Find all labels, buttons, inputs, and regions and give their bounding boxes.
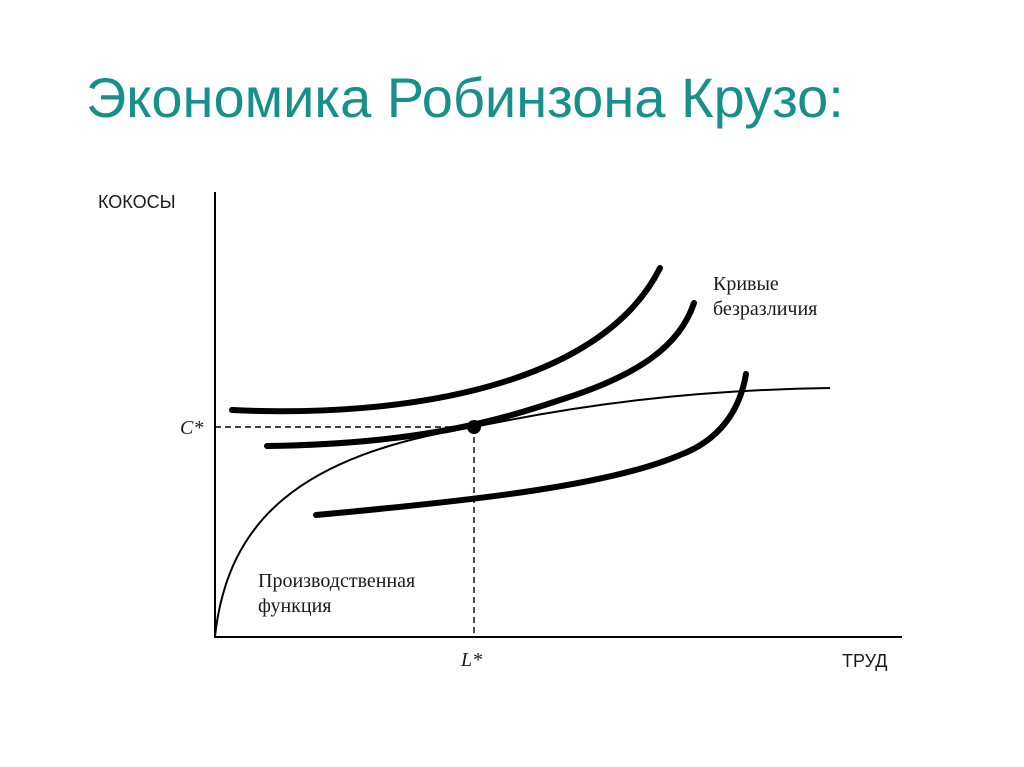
c-star-label: C* [180,417,203,439]
production-function-label-line2: функция [258,595,332,617]
indifference-curve-high [229,265,663,415]
slide-title: Экономика Робинзона Крузо: [86,66,844,129]
indifference-curve-tangent [264,300,697,449]
x-axis-label: ТРУД [842,651,887,671]
indifference-curves-label-line2: безразличия [713,298,817,320]
y-axis-label: КОКОСЫ [98,192,176,212]
equilibrium-point [467,420,481,434]
l-star-label: L* [460,649,482,671]
indifference-curve-low [313,371,749,518]
production-function-label-line1: Производственная [258,570,415,592]
indifference-curves-label-line1: Кривые [713,273,779,295]
